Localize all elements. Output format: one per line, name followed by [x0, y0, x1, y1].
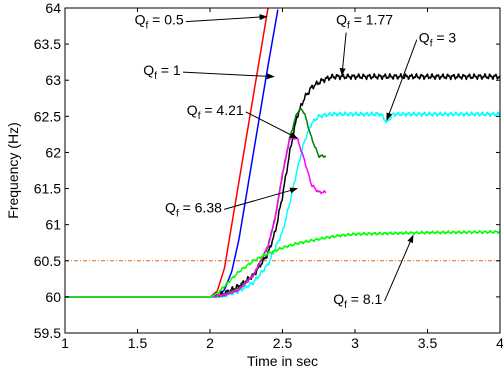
- x-tick-label: 3.5: [418, 335, 438, 351]
- x-tick-label: 2.5: [273, 335, 293, 351]
- series-annotation: Qf = 1.77: [336, 12, 393, 32]
- y-tick-label: 59.5: [34, 325, 61, 341]
- annotation-arrow: [384, 234, 414, 302]
- y-axis-title: Frequency (Hz): [5, 122, 21, 218]
- x-axis-title: Time in sec: [247, 353, 318, 369]
- annotation-arrow: [339, 32, 347, 77]
- series-annotation: Qf = 6.38: [165, 199, 222, 219]
- x-tick-label: 1: [61, 335, 69, 351]
- series-annotation: Qf = 8.1: [333, 291, 382, 311]
- annotation-arrow: [224, 187, 298, 210]
- annotation-arrow: [386, 39, 418, 121]
- y-tick-label: 62: [45, 144, 61, 160]
- series-annotation: Qf = 4.21: [187, 102, 244, 122]
- x-tick-label: 4: [496, 335, 503, 351]
- y-tick-label: 61: [45, 217, 61, 233]
- annotation-arrow: [185, 14, 268, 23]
- annotation-layer: Qf = 0.5 Qf = 1 Qf = 1.77 Qf = 3 Qf = 4.21 Qf…: [135, 12, 457, 312]
- series-annotation: Qf = 3: [419, 30, 457, 50]
- x-tick-label: 3: [351, 335, 359, 351]
- series-annotation: Qf = 0.5: [135, 12, 184, 32]
- series-line: [64, 229, 501, 298]
- x-tick-label: 2: [206, 335, 214, 351]
- x-tick-label: 1.5: [128, 335, 148, 351]
- series-layer: [64, 7, 501, 299]
- y-tick-label: 60: [45, 289, 61, 305]
- y-tick-label: 61.5: [34, 181, 61, 197]
- series-annotation: Qf = 1: [143, 62, 181, 82]
- annotation-arrow: [245, 111, 298, 139]
- tick-layer: 1 1.5 2 2.5 3 3.5 4 59.5 60 60.5 61 61.5 62 62.5 63 63.…: [34, 0, 503, 351]
- y-tick-label: 63.5: [34, 36, 61, 52]
- y-tick-label: 62.5: [34, 108, 61, 124]
- y-tick-label: 63: [45, 72, 61, 88]
- y-tick-label: 60.5: [34, 253, 61, 269]
- annotation-arrow: [182, 71, 275, 80]
- y-tick-label: 64: [45, 0, 61, 16]
